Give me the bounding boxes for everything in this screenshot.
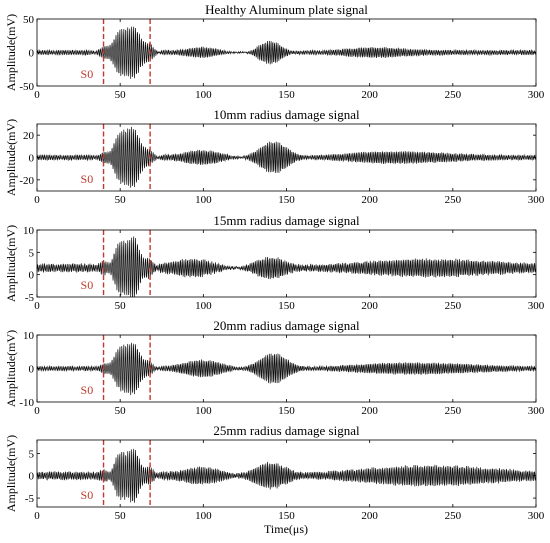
x-tick-label: 50 xyxy=(115,300,127,312)
x-tick-label: 100 xyxy=(195,89,212,101)
x-tick-label: 200 xyxy=(361,405,378,417)
y-tick-label: -10 xyxy=(19,397,34,409)
y-tick-label: 0 xyxy=(29,364,35,376)
x-tick-label: 0 xyxy=(34,194,40,206)
x-tick-label: 50 xyxy=(115,510,127,522)
panel-5: 25mm radius damage signal Amplitude(mV) S0… xyxy=(4,423,545,522)
x-tick-label: 250 xyxy=(445,194,462,206)
x-tick-label: 100 xyxy=(195,194,212,206)
s0-label: S0 xyxy=(81,172,94,186)
s0-label: S0 xyxy=(81,488,94,502)
y-tick-label: 5 xyxy=(29,448,35,460)
panel-title: Healthy Aluminum plate signal xyxy=(205,2,368,17)
x-tick-label: 300 xyxy=(528,405,545,417)
y-tick-label: -50 xyxy=(19,81,34,93)
y-axis-label: Amplitude(mV) xyxy=(4,225,18,302)
y-tick-label: 10 xyxy=(23,330,35,342)
x-tick-label: 50 xyxy=(115,194,127,206)
x-tick-label: 300 xyxy=(528,89,545,101)
y-tick-label: 10 xyxy=(23,225,35,237)
x-tick-label: 100 xyxy=(195,510,212,522)
x-tick-label: 200 xyxy=(361,510,378,522)
x-tick-label: 100 xyxy=(195,300,212,312)
signal-series-line xyxy=(36,236,537,298)
x-tick-label: 200 xyxy=(361,194,378,206)
panels-group: Healthy Aluminum plate signal Amplitude(m… xyxy=(4,2,545,522)
panel-title: 20mm radius damage signal xyxy=(213,318,360,333)
signal-series-line xyxy=(36,126,537,188)
y-axis-label: Amplitude(mV) xyxy=(4,119,18,196)
x-tick-label: 300 xyxy=(528,194,545,206)
panel-title: 25mm radius damage signal xyxy=(213,423,360,438)
panel-title: 10mm radius damage signal xyxy=(213,107,360,122)
s0-label: S0 xyxy=(81,278,94,292)
x-tick-label: 150 xyxy=(278,300,295,312)
x-tick-label: 200 xyxy=(361,300,378,312)
panel-1: Healthy Aluminum plate signal Amplitude(m… xyxy=(4,2,545,101)
y-tick-label: 0 xyxy=(29,471,35,483)
panel-3: 15mm radius damage signal Amplitude(mV) S0… xyxy=(4,213,545,312)
x-tick-label: 300 xyxy=(528,510,545,522)
x-tick-label: 50 xyxy=(115,89,127,101)
y-tick-label: 50 xyxy=(23,14,35,26)
figure-x-axis-label: Time(μs) xyxy=(264,522,308,536)
y-tick-label: 5 xyxy=(29,247,35,259)
x-tick-label: 250 xyxy=(445,300,462,312)
panel-2: 10mm radius damage signal Amplitude(mV) S0… xyxy=(4,107,545,206)
y-tick-label: 0 xyxy=(29,153,35,165)
y-tick-label: -5 xyxy=(25,493,35,505)
x-tick-label: 250 xyxy=(445,510,462,522)
x-tick-label: 250 xyxy=(445,405,462,417)
panel-4: 20mm radius damage signal Amplitude(mV) S0… xyxy=(4,318,545,417)
x-tick-label: 250 xyxy=(445,89,462,101)
x-tick-label: 150 xyxy=(278,510,295,522)
x-tick-label: 0 xyxy=(34,405,40,417)
y-axis-label: Amplitude(mV) xyxy=(4,330,18,407)
x-tick-label: 0 xyxy=(34,89,40,101)
y-tick-label: 0 xyxy=(29,270,35,282)
s0-label: S0 xyxy=(81,383,94,397)
panel-title: 15mm radius damage signal xyxy=(213,213,360,228)
signal-series-line xyxy=(36,448,537,503)
y-tick-label: -5 xyxy=(25,292,35,304)
x-tick-label: 0 xyxy=(34,300,40,312)
y-axis-label: Amplitude(mV) xyxy=(4,14,18,91)
signal-series-line xyxy=(36,342,536,396)
x-tick-label: 300 xyxy=(528,300,545,312)
y-tick-label: 0 xyxy=(29,48,35,60)
x-tick-label: 150 xyxy=(278,89,295,101)
s0-label: S0 xyxy=(81,67,94,81)
x-tick-label: 0 xyxy=(34,510,40,522)
x-tick-label: 50 xyxy=(115,405,127,417)
x-tick-label: 150 xyxy=(278,194,295,206)
y-tick-label: -20 xyxy=(19,175,34,187)
x-tick-label: 150 xyxy=(278,405,295,417)
x-tick-label: 100 xyxy=(195,405,212,417)
x-tick-label: 200 xyxy=(361,89,378,101)
y-axis-label: Amplitude(mV) xyxy=(4,435,18,512)
y-tick-label: 20 xyxy=(23,130,35,142)
signal-series-line xyxy=(36,26,537,79)
